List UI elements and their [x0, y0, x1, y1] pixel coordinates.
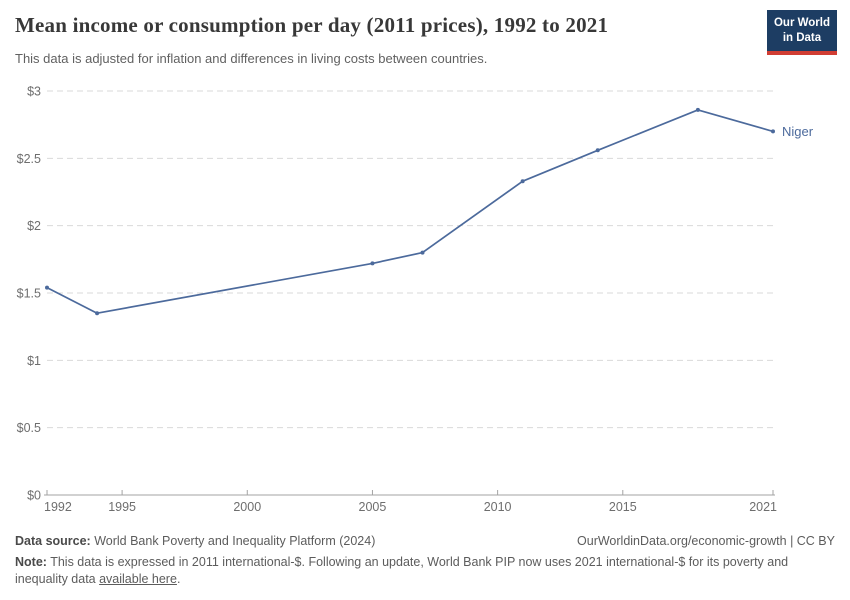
x-axis-tick-label: 2021: [749, 500, 777, 514]
x-axis-tick-label: 1995: [108, 500, 136, 514]
data-point[interactable]: [420, 250, 425, 255]
y-axis-tick-label: $0: [27, 489, 41, 503]
x-axis-tick-label: 2010: [484, 500, 512, 514]
x-axis-tick-label: 1992: [44, 500, 72, 514]
x-axis-tick-label: 2015: [609, 500, 637, 514]
note: Note: This data is expressed in 2011 int…: [15, 554, 835, 589]
owid-logo-line1: Our World: [773, 17, 830, 29]
note-text-1: This data is expressed in 2011 internati…: [15, 554, 789, 587]
source-row: Data source: World Bank Poverty and Ineq…: [15, 533, 835, 551]
data-point[interactable]: [595, 148, 600, 153]
available-here-link[interactable]: available here: [99, 572, 177, 586]
y-axis-tick-label: $1: [27, 354, 41, 368]
data-source: Data source: World Bank Poverty and Ineq…: [15, 533, 375, 551]
data-point[interactable]: [370, 261, 375, 266]
data-source-text: World Bank Poverty and Inequality Platfo…: [90, 534, 376, 548]
owid-logo-line2: in Data: [782, 31, 822, 44]
attribution: OurWorldinData.org/economic-growth | CC …: [577, 534, 835, 548]
y-axis-tick-label: $0.5: [17, 421, 41, 435]
chart-subtitle: This data is adjusted for inflation and …: [15, 51, 488, 66]
x-axis-tick-label: 2005: [359, 500, 387, 514]
chart-footer: Data source: World Bank Poverty and Ineq…: [0, 533, 850, 589]
page-title: Mean income or consumption per day (2011…: [15, 13, 609, 37]
series-end-label[interactable]: Niger: [782, 124, 814, 139]
data-point[interactable]: [695, 107, 700, 112]
data-point[interactable]: [45, 285, 49, 290]
y-axis-tick-label: $2: [27, 219, 41, 233]
line-chart[interactable]: $0 $0.5 $1 $1.5 $2 $2.5 $3 1992 1995 2000 2005 2010…: [0, 75, 850, 525]
series-line-niger[interactable]: [46, 109, 774, 315]
y-axis-tick-label: $3: [27, 85, 41, 99]
y-axis-tick-label: $1.5: [17, 287, 41, 301]
x-axis-tick-label: 2000: [233, 500, 261, 514]
data-source-label: Data source:: [15, 534, 91, 548]
owid-logo[interactable]: Our World in Data: [766, 10, 837, 55]
chart-svg: $0 $0.5 $1 $1.5 $2 $2.5 $3 1992 1995 2000 2005 2010…: [17, 85, 814, 515]
note-text-2: .: [176, 572, 181, 586]
data-point[interactable]: [771, 129, 775, 134]
note-label: Note:: [15, 554, 47, 569]
data-point[interactable]: [520, 179, 525, 184]
y-axis-tick-label: $2.5: [17, 152, 41, 166]
data-point[interactable]: [95, 311, 100, 316]
